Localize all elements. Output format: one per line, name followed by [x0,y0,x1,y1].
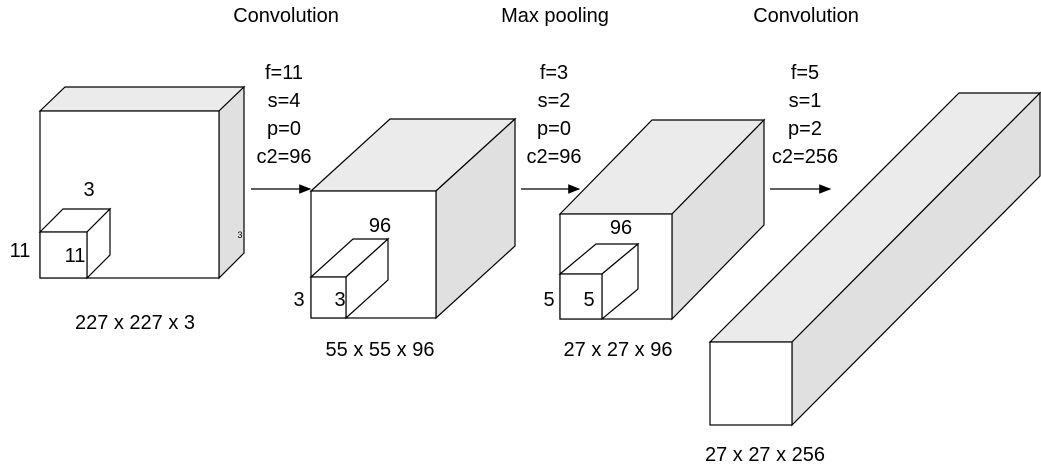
kernel-front-label: 3 [334,289,345,311]
stage-param-stride: s=4 [268,90,301,112]
stage-param-padding: p=0 [537,118,571,140]
kernel-left-label: 11 [10,240,31,262]
stage-param-stride: s=2 [538,90,571,112]
stage-title: Convolution [233,5,339,27]
stage-param-channels: c2=96 [526,146,581,168]
volume-input: 3 11 11 3 227 x 227 x 3 [10,85,246,334]
volume-conv1-output: 96 3 3 55 x 55 x 96 [293,117,517,361]
stage-param-channels: c2=256 [772,146,838,168]
kernel-front-label: 5 [583,289,594,311]
stage-title: Max pooling [501,5,609,27]
stage-conv-1: Convolution f=11 s=4 p=0 c2=96 [233,5,339,194]
stage-param-channels: c2=96 [256,146,311,168]
volume-input-top-face [38,86,246,112]
volume-dims-label: 227 x 227 x 3 [75,312,195,334]
volume-dims-label: 27 x 27 x 256 [705,444,825,466]
kernel-front-label: 11 [65,245,86,267]
volume-dims-label: 55 x 55 x 96 [326,339,435,361]
stage-param-filter: f=5 [791,62,819,84]
stage-param-filter: f=3 [540,62,568,84]
stage-param-stride: s=1 [789,90,822,112]
stage-param-filter: f=11 [265,62,303,84]
volume-pool-output: 96 5 5 27 x 27 x 96 [543,118,766,361]
stage-param-padding: p=0 [267,118,301,140]
kernel-left-label: 5 [543,289,554,311]
volume-side-note: 3 [237,230,242,240]
kernel-top-label: 96 [369,215,391,237]
volume-front-face [709,341,793,426]
kernel-cube-input [38,207,112,280]
kernel-cube [309,237,390,320]
volume-input-side-face [218,85,245,280]
stage-max-pooling: Max pooling f=3 s=2 p=0 c2=96 [501,5,609,194]
stage-conv-2: Convolution f=5 s=1 p=2 c2=256 [753,5,859,194]
stage-title: Convolution [753,5,859,27]
kernel-left-label: 3 [293,289,304,311]
stage-param-padding: p=2 [788,118,822,140]
volume-dims-label: 27 x 27 x 96 [564,339,673,361]
volume-conv2-output: 27 x 27 x 256 [705,91,1041,466]
kernel-cube [558,242,640,321]
kernel-top-label: 96 [610,217,632,239]
kernel-top-label: 3 [83,179,94,201]
